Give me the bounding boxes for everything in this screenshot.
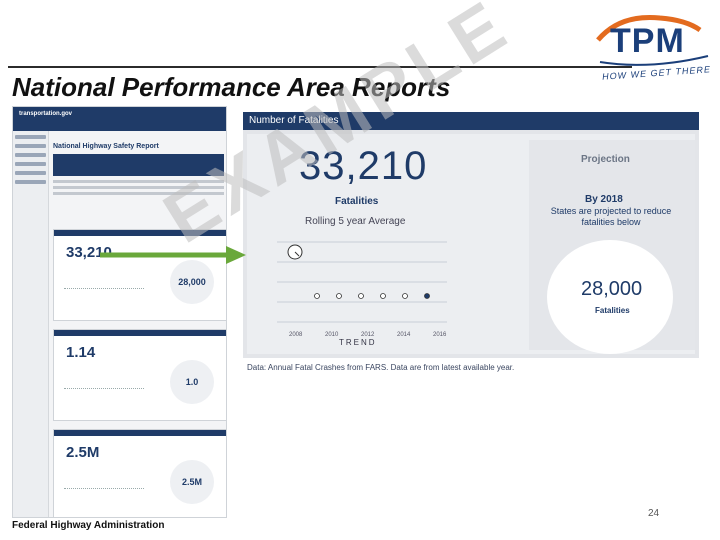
x-tick-label: 2008	[289, 332, 303, 338]
x-tick-label: 2014	[397, 332, 411, 338]
thumbnail-card-projection: 1.0	[170, 360, 214, 404]
data-source-note: Data: Annual Fatal Crashes from FARS. Da…	[247, 363, 515, 372]
projection-box: Projection By 2018 States are projected …	[529, 140, 695, 354]
thumbnail-card-projection: 28,000	[170, 260, 214, 304]
thumbnail-card-injuries: 2.5M 2.5M	[53, 429, 226, 517]
title-underline	[8, 66, 632, 68]
projection-value: 28,000	[581, 278, 643, 300]
footer-organization: Federal Highway Administration	[12, 520, 165, 531]
trend-point	[424, 293, 430, 299]
thumbnail-intro-box	[53, 154, 224, 176]
thumbnail-card-value: 1.14	[66, 344, 96, 361]
report-page-thumbnail: transportation.gov National Highway Safe…	[12, 106, 227, 518]
panel-body: 33,210 Fatalities Rolling 5 year Average…	[247, 134, 695, 354]
logo-swoosh-icon	[596, 14, 709, 66]
trend-point	[336, 293, 342, 299]
projection-year: By 2018	[585, 194, 623, 205]
rolling-average-label: Rolling 5 year Average	[305, 216, 406, 227]
page-number: 24	[648, 508, 660, 519]
thumbnail-card-fatalities: 33,210 28,000	[53, 229, 226, 321]
projection-unit: Fatalities	[595, 306, 630, 315]
thumbnail-card-fatality-rate: 1.14 1.0	[53, 329, 226, 421]
projection-title: Projection	[581, 154, 630, 165]
trend-point	[314, 293, 320, 299]
thumbnail-header: transportation.gov	[13, 107, 226, 131]
trend-point	[380, 293, 386, 299]
x-tick-label: 2012	[361, 332, 375, 338]
fatalities-label: Fatalities	[335, 196, 379, 207]
trend-label: TREND	[339, 338, 377, 347]
thumbnail-card-value: 2.5M	[66, 444, 100, 461]
trend-point	[402, 293, 408, 299]
panel-header: Number of Fatalities	[243, 112, 699, 130]
fatalities-value: 33,210	[299, 144, 428, 188]
thumbnail-main: National Highway Safety Report 33,210 28…	[53, 133, 226, 517]
green-arrow-icon	[100, 246, 246, 264]
trend-chart: 2008 2010 2012 2014 2016	[277, 241, 447, 338]
thumbnail-card-projection: 2.5M	[170, 460, 214, 504]
fatalities-panel: Number of Fatalities 33,210 Fatalities R…	[243, 112, 699, 358]
logo-text: TPM	[610, 22, 685, 60]
trend-point	[358, 293, 364, 299]
x-tick-label: 2010	[325, 332, 339, 338]
x-tick-label: 2016	[433, 332, 447, 338]
projection-description: States are projected to reduce fatalitie…	[550, 206, 672, 227]
tpm-logo: TPM HOW WE GET THERE	[590, 12, 716, 82]
thumbnail-site-title: transportation.gov	[19, 111, 73, 117]
thumbnail-sidebar	[13, 131, 49, 517]
thumbnail-page-title: National Highway Safety Report	[53, 143, 159, 150]
panel-header-title: Number of Fatalities	[249, 115, 339, 126]
thumbnail-text-lines	[53, 180, 224, 195]
projection-circle: 28,000 Fatalities	[547, 240, 673, 354]
page-title: National Performance Area Reports	[12, 72, 451, 102]
